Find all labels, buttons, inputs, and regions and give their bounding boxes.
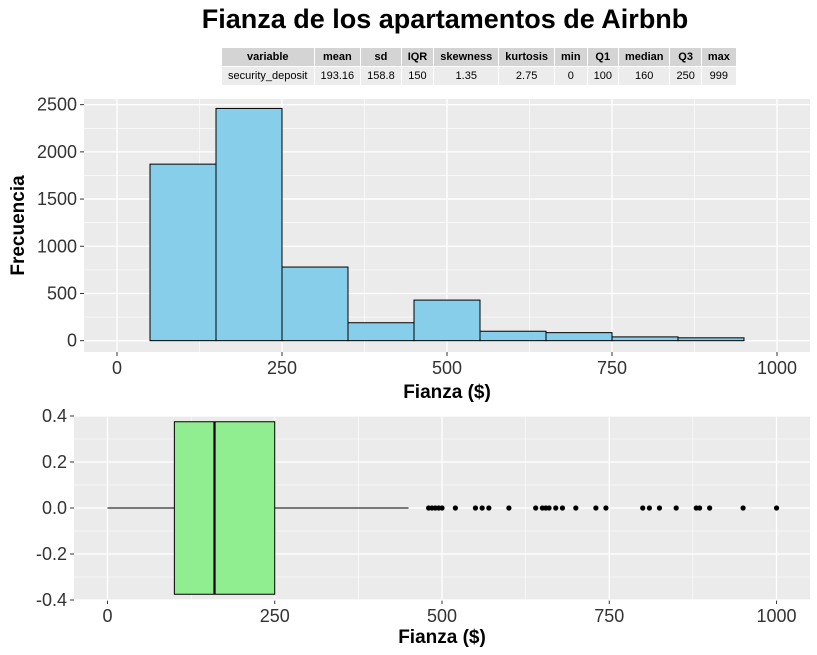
stats-cell: 0 (554, 66, 588, 86)
outlier-point (673, 505, 679, 511)
stats-header-cell: Q1 (586, 47, 619, 67)
outlier-point (452, 505, 458, 511)
y-tick-label: 500 (47, 283, 77, 303)
x-tick-label: 500 (432, 358, 462, 378)
outlier-point (603, 505, 609, 511)
stats-header-cell: Q3 (669, 47, 702, 67)
histogram-bar (479, 330, 547, 342)
outlier-point (559, 505, 566, 511)
outlier-point (479, 505, 485, 511)
histogram-bar (611, 336, 679, 342)
histogram-bar (281, 266, 349, 342)
stats-header-row: variable mean sd IQR skewness kurtosis min Q1 me… (221, 47, 737, 67)
stats-cell: 100 (586, 66, 619, 86)
x-axis-title: Fianza ($) (403, 382, 491, 403)
histogram-bar (215, 107, 283, 342)
outlier-point (439, 505, 445, 511)
y-tick-label: 0.0 (42, 498, 67, 518)
histogram-chart: 0 250 500 750 1000 0 500 1000 1500 2000 2500 Fianza… (8, 95, 810, 403)
outlier-point (593, 505, 599, 511)
stats-cell: 150 (400, 66, 435, 86)
outlier-point (506, 505, 512, 511)
y-tick-label: 1000 (37, 236, 77, 256)
x-tick-label: 250 (267, 358, 297, 378)
stats-cell: security_deposit (221, 66, 315, 86)
outlier-point (472, 505, 479, 511)
histogram-bar (149, 163, 217, 342)
histogram-bar (545, 332, 613, 342)
stats-cell: 1.35 (433, 66, 500, 86)
y-tick-label: 2500 (37, 95, 77, 115)
stats-cell: 250 (669, 66, 702, 86)
y-tick-label: 1500 (37, 189, 77, 209)
outlier-point (773, 505, 780, 511)
y-tick-label: 2000 (37, 142, 77, 162)
stats-cell: 160 (617, 66, 671, 86)
stats-header-cell: mean (313, 47, 362, 67)
stats-table: variable mean sd IQR skewness kurtosis min Q1 me… (221, 47, 737, 86)
outlier-point (573, 505, 579, 511)
outlier-point (486, 505, 492, 511)
y-tick-label: -0.2 (36, 544, 67, 564)
stats-header-cell: min (554, 47, 588, 67)
box-iqr (173, 421, 276, 595)
outlier-point (707, 505, 713, 511)
outlier-point (740, 505, 746, 511)
stats-header-cell: skewness (433, 47, 500, 67)
stats-data-row: security_deposit 193.16 158.8 150 1.35 2.75 0 1… (221, 66, 737, 86)
boxplot-chart: 0 250 500 750 1000 -0.4 -0.2 0.0 0.2 0.4 Fianza ($… (36, 406, 810, 648)
x-axis-title: Fianza ($) (398, 627, 486, 648)
y-tick-label: 0.2 (42, 452, 67, 472)
stats-cell: 158.8 (360, 66, 402, 86)
page-title: Fianza de los apartamentos de Airbnb (201, 4, 689, 34)
x-tick-label: 750 (594, 606, 624, 626)
y-tick-label: -0.4 (36, 590, 67, 610)
x-tick-label: 500 (427, 606, 457, 626)
x-tick-label: 750 (597, 358, 627, 378)
outlier-point (553, 505, 559, 511)
stats-header-cell: max (700, 47, 737, 67)
outlier-point (546, 505, 552, 511)
outlier-point (697, 505, 703, 511)
outlier-point (640, 505, 646, 511)
outlier-point (533, 505, 539, 511)
histogram-bar (347, 322, 415, 342)
y-tick-label: 0 (67, 331, 77, 351)
histogram-bar (413, 299, 481, 342)
x-tick-label: 0 (112, 358, 122, 378)
stats-cell: 999 (700, 66, 737, 86)
outlier-point (646, 505, 653, 511)
x-tick-label: 1000 (757, 606, 797, 626)
stats-cell: 2.75 (498, 66, 556, 86)
stats-cell: 193.16 (313, 66, 362, 86)
outlier-point (656, 505, 663, 511)
y-tick-label: 0.4 (42, 406, 67, 426)
x-tick-label: 0 (102, 606, 112, 626)
x-tick-label: 250 (260, 606, 290, 626)
x-tick-label: 1000 (757, 358, 797, 378)
stats-header-cell: kurtosis (498, 47, 556, 67)
histogram-bar (677, 337, 745, 342)
y-axis-title: Frecuencia (8, 175, 29, 276)
